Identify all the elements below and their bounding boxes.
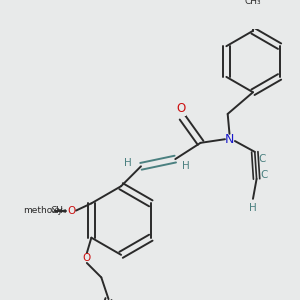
- Text: CH₃: CH₃: [245, 0, 261, 5]
- Text: H: H: [249, 203, 257, 213]
- Text: H: H: [124, 158, 132, 168]
- Text: CH₃: CH₃: [51, 206, 67, 215]
- Text: O: O: [68, 206, 76, 216]
- Text: O: O: [83, 253, 91, 262]
- Text: H: H: [182, 161, 190, 171]
- Text: N: N: [225, 133, 234, 146]
- Text: O: O: [176, 102, 185, 115]
- Text: methoxy: methoxy: [23, 206, 62, 215]
- Text: C: C: [258, 154, 266, 164]
- Text: C: C: [260, 170, 268, 180]
